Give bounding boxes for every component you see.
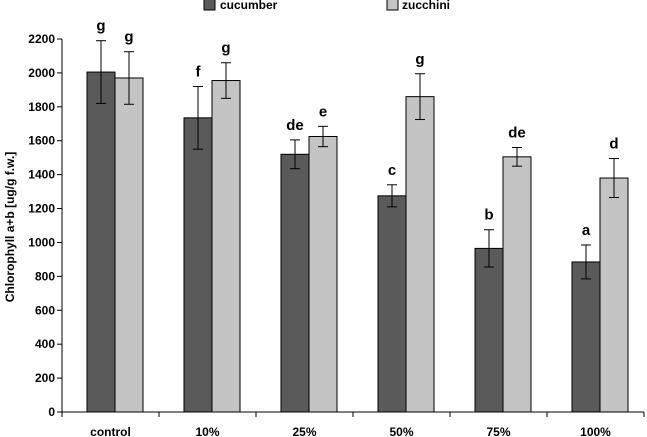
bar-zucchini-75% xyxy=(502,156,532,413)
y-tick-label: 2000 xyxy=(28,66,55,80)
y-tick-label: 1400 xyxy=(28,168,55,182)
y-tick-label: 200 xyxy=(35,371,55,385)
bar-cucumber-100% xyxy=(571,261,601,413)
significance-letters: g f de c b a g g e g de d xyxy=(96,18,618,239)
significance-letter: d xyxy=(609,136,618,153)
bar-cucumber-control xyxy=(86,71,116,413)
significance-letter: g xyxy=(221,40,230,57)
bar-zucchini-100% xyxy=(599,177,629,413)
bar-cucumber-50% xyxy=(377,195,407,413)
bar-zucchini-50% xyxy=(405,96,435,413)
y-tick-label: 400 xyxy=(35,337,55,351)
significance-letter: c xyxy=(388,162,396,179)
y-axis-title: Chlorophyll a+b [ug/g f.w.] xyxy=(3,152,17,303)
y-tick-label: 1200 xyxy=(28,202,55,216)
legend-label-zucchini: zucchini xyxy=(402,0,450,12)
x-tick-label: 100% xyxy=(580,425,611,437)
bar-zucchini-25% xyxy=(308,135,338,413)
legend-label-cucumber: cucumber xyxy=(220,0,278,12)
y-tick-label: 2200 xyxy=(28,32,55,46)
y-tick-label: 0 xyxy=(48,405,55,419)
significance-letter: f xyxy=(196,63,202,80)
y-tick-label: 600 xyxy=(35,303,55,317)
significance-letter: g xyxy=(96,18,105,35)
y-tick-label: 1600 xyxy=(28,134,55,148)
bar-cucumber-10% xyxy=(183,117,213,413)
y-axis-label: Chlorophyll a+b [ug/g f.w.] xyxy=(3,152,17,303)
legend-swatch-zucchini xyxy=(386,0,399,11)
significance-letter: b xyxy=(484,207,493,224)
bar-zucchini-control xyxy=(114,77,144,413)
significance-letter: de xyxy=(286,117,304,134)
x-tick-label: 75% xyxy=(486,425,510,437)
x-tick-label: 10% xyxy=(195,425,219,437)
legend-swatch-cucumber xyxy=(203,0,216,11)
significance-letter: g xyxy=(415,51,424,68)
x-tick-label: 50% xyxy=(389,425,413,437)
significance-letter: g xyxy=(124,29,133,46)
error-bars xyxy=(96,40,619,280)
y-tick-label: 800 xyxy=(35,269,55,283)
significance-letter: a xyxy=(582,222,591,239)
bar-cucumber-25% xyxy=(280,153,310,413)
significance-letter: de xyxy=(508,125,526,142)
bar-zucchini-10% xyxy=(211,80,241,413)
bar-cucumber-75% xyxy=(474,247,504,413)
y-tick-label: 1800 xyxy=(28,100,55,114)
y-tick-labels: 0 200 400 600 800 1000 1200 1400 1600 1800 2000 220… xyxy=(28,32,55,419)
axes xyxy=(57,38,645,417)
x-tick-label: control xyxy=(90,425,131,437)
bars xyxy=(86,71,629,413)
x-tick-label: 25% xyxy=(292,425,316,437)
significance-letter: e xyxy=(319,103,327,120)
y-tick-label: 1000 xyxy=(28,235,55,249)
legend: cucumber zucchini xyxy=(203,0,450,12)
x-tick-labels: control 10% 25% 50% 75% 100% xyxy=(90,425,611,437)
